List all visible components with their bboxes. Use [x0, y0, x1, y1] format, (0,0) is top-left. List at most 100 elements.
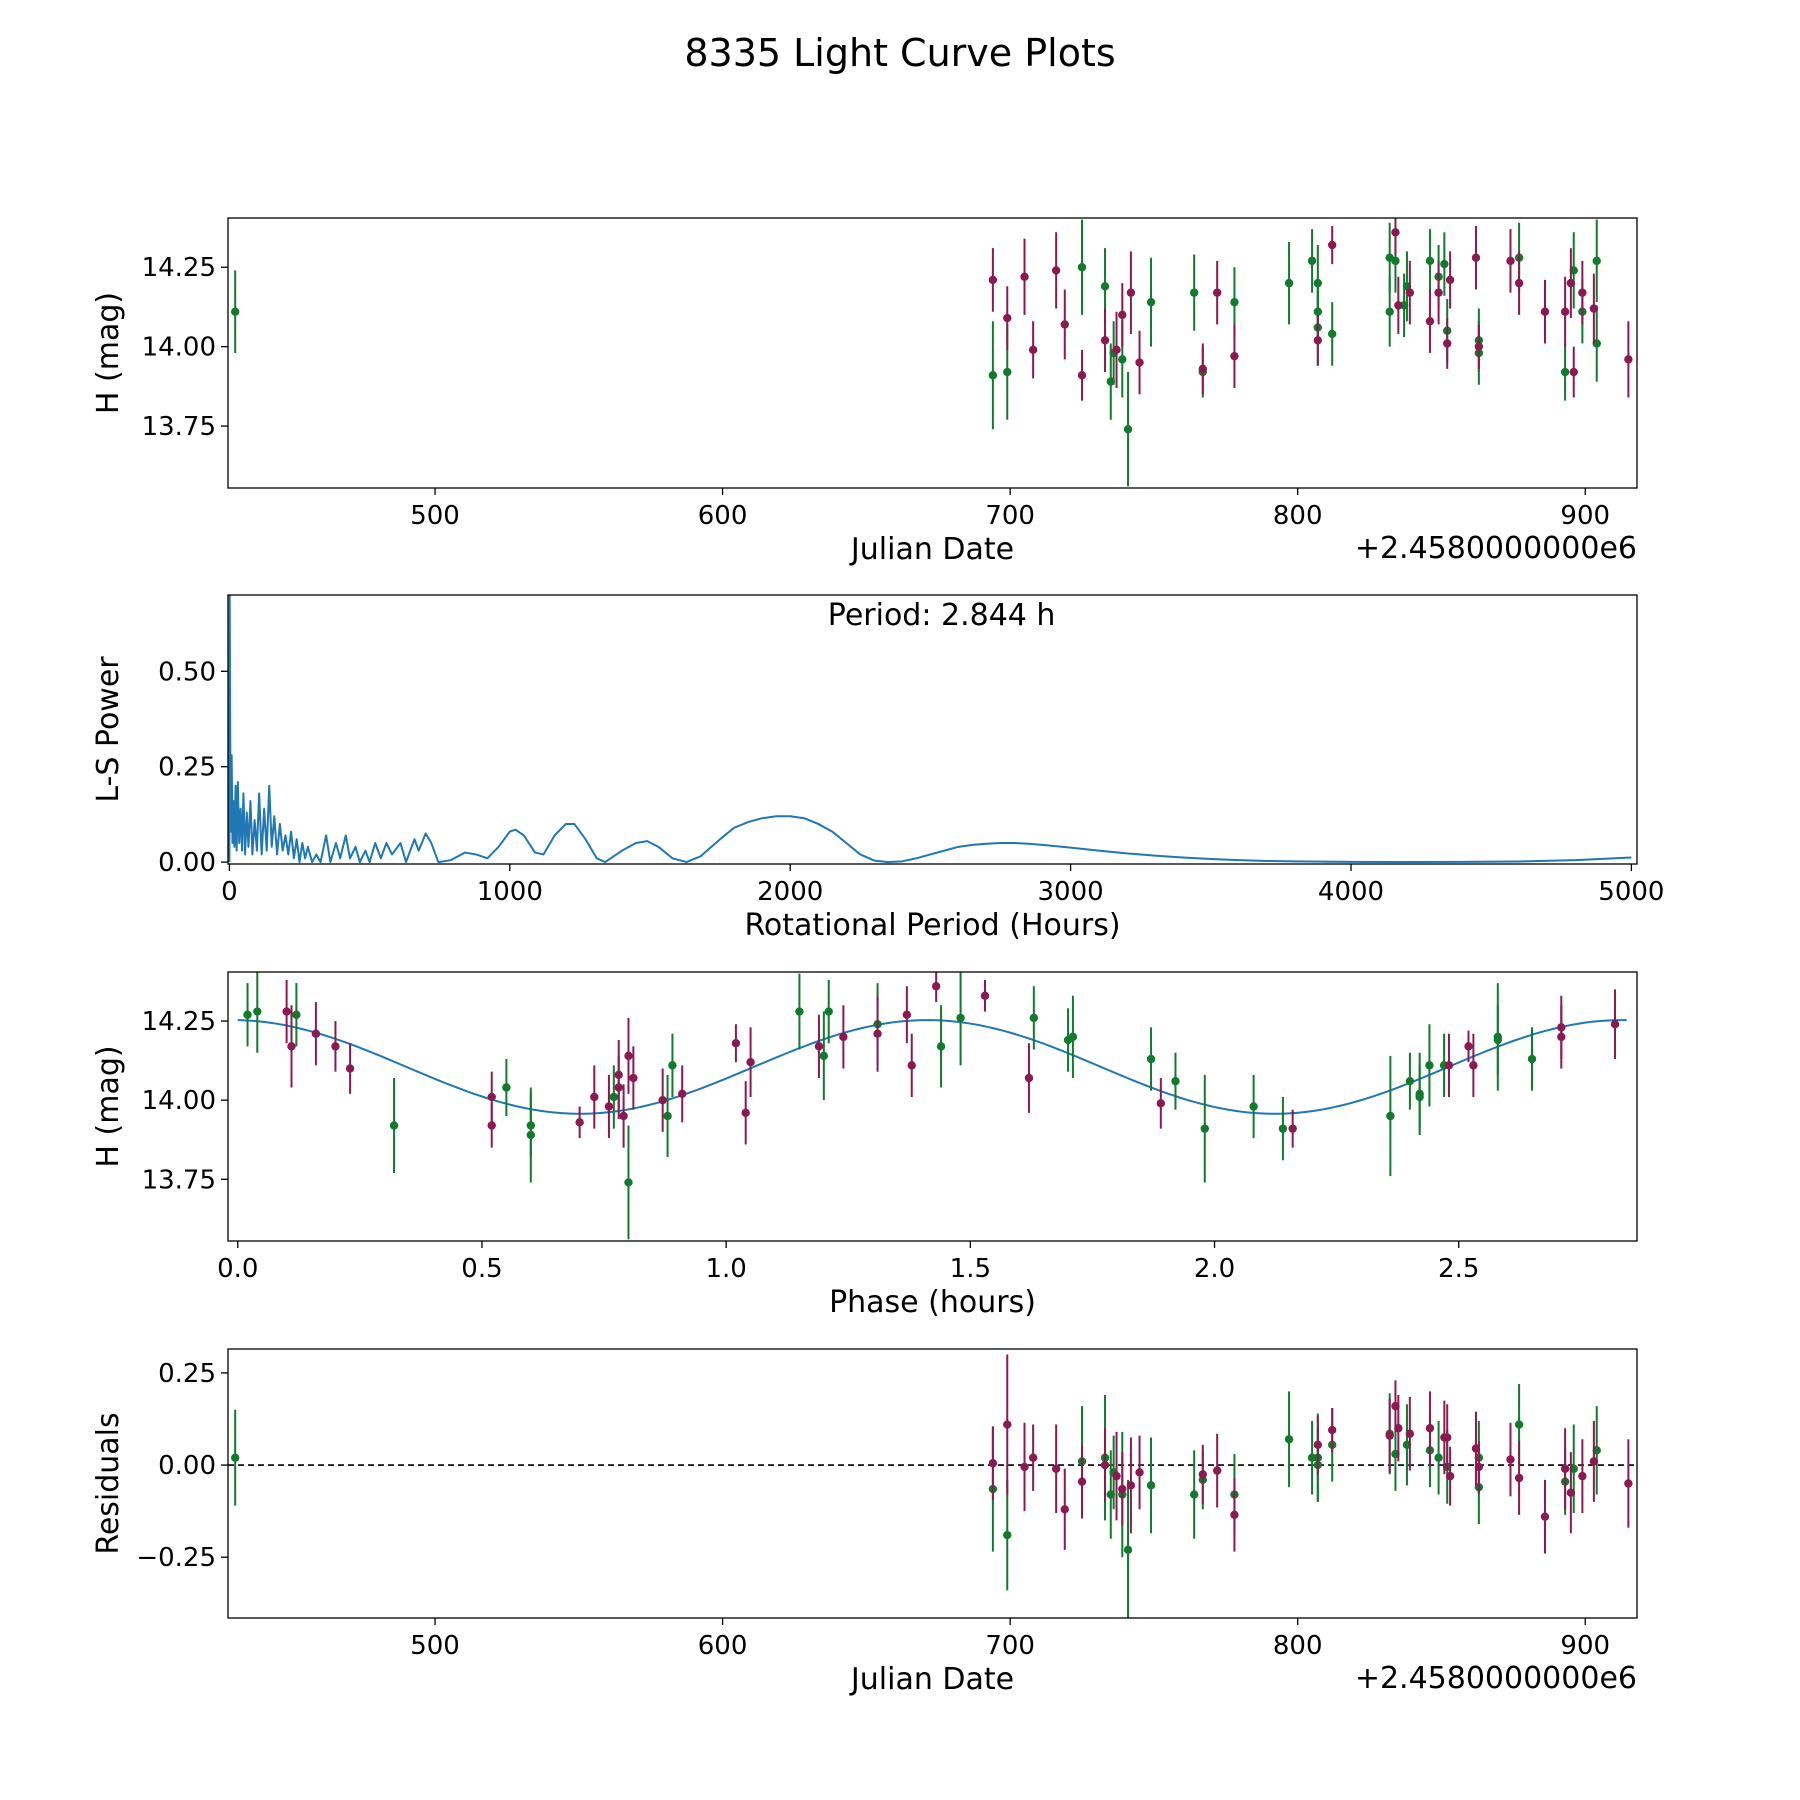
residuals-point-purple — [1198, 1470, 1207, 1479]
residuals-point-purple — [1135, 1468, 1144, 1477]
residuals-point-purple — [1624, 1479, 1633, 1488]
lightcurve-point-purple — [1391, 228, 1400, 237]
lightcurve-point-green — [1118, 355, 1127, 364]
lightcurve-point-purple — [1434, 288, 1443, 297]
phased-point-green — [956, 1013, 965, 1023]
phased-marks — [237, 972, 1627, 1240]
phased-point-purple — [1156, 1099, 1166, 1108]
lightcurve-point-purple — [1443, 339, 1452, 348]
residuals-marks — [228, 1354, 1637, 1618]
phased-point-purple — [590, 1092, 599, 1102]
figure-title: 8335 Light Curve Plots — [684, 31, 1115, 75]
phased-point-green — [526, 1121, 536, 1130]
periodogram-ytick-label: 0.50 — [158, 657, 216, 687]
lightcurve-point-purple — [1589, 304, 1599, 313]
residuals-point-green — [1189, 1490, 1199, 1499]
residuals-point-purple — [1540, 1512, 1550, 1521]
residuals-xtick-label: 700 — [985, 1631, 1035, 1661]
lightcurve-xtick-label: 900 — [1560, 501, 1610, 531]
lightcurve-point-purple — [1540, 307, 1550, 316]
periodogram-power-line — [228, 595, 1632, 864]
phased-xlabel: Phase (hours) — [829, 1285, 1036, 1320]
phased-point-purple — [575, 1118, 584, 1127]
periodogram-xtick-label: 0 — [221, 877, 238, 907]
lightcurve-point-purple — [1471, 253, 1481, 262]
residuals-point-purple — [1514, 1473, 1524, 1483]
residuals-point-purple — [1230, 1510, 1239, 1520]
lightcurve-point-purple — [1445, 275, 1455, 285]
phased-point-green — [1200, 1124, 1209, 1133]
lightcurve-point-purple — [1394, 301, 1403, 310]
lightcurve-marks — [230, 218, 1633, 487]
lightcurve-point-purple — [1624, 355, 1633, 364]
residuals-point-purple — [1589, 1457, 1599, 1466]
lightcurve-point-purple — [1230, 351, 1239, 361]
residuals-point-purple — [1051, 1464, 1061, 1473]
lightcurve-point-purple — [1569, 367, 1578, 377]
phased-point-green — [1425, 1061, 1434, 1070]
residuals-xlabel: Julian Date — [849, 1662, 1014, 1697]
phased-point-green — [795, 1007, 804, 1016]
residuals-point-green — [1434, 1453, 1443, 1462]
periodogram-ytick-label: 0.00 — [158, 848, 216, 878]
phased-ytick-label: 14.00 — [142, 1086, 216, 1116]
lightcurve-point-purple — [1100, 336, 1110, 345]
phased-point-green — [1249, 1102, 1258, 1111]
lightcurve-point-purple — [1198, 364, 1207, 374]
residuals-point-purple — [1394, 1424, 1403, 1433]
phased-point-purple — [1469, 1061, 1478, 1070]
lightcurve-xlabel: Julian Date — [849, 532, 1014, 567]
periodogram-ylabel: L-S Power — [91, 656, 126, 803]
lightcurve-point-purple — [1003, 313, 1012, 323]
residuals-point-purple — [1212, 1466, 1222, 1475]
lightcurve-point-green — [1307, 256, 1317, 266]
phased-point-purple — [624, 1051, 633, 1061]
residuals-panel: 500 600 700 800 900 −0.25 0.00 0.25 Julian Date R… — [91, 1348, 1638, 1697]
residuals-point-purple — [1474, 1462, 1484, 1472]
phased-point-green — [668, 1061, 677, 1070]
residuals-point-purple — [1443, 1433, 1452, 1442]
residuals-xtick-label: 900 — [1560, 1631, 1610, 1661]
phased-point-purple — [331, 1042, 340, 1051]
phased-point-green — [502, 1083, 511, 1092]
residuals-xtick-label: 600 — [698, 1631, 748, 1661]
phased-point-purple — [311, 1029, 321, 1038]
periodogram-marks — [228, 595, 1632, 864]
lightcurve-point-green — [1425, 256, 1435, 266]
phased-panel: 0.0 0.5 1.0 1.5 2.0 2.5 13.75 14.00 14.25 Phase (… — [91, 971, 1638, 1320]
lightcurve-point-purple — [1212, 288, 1222, 297]
lightcurve-point-green — [1327, 329, 1337, 339]
lightcurve-xtick-label: 600 — [698, 501, 748, 531]
lightcurve-xtick-label: 500 — [410, 501, 460, 531]
periodogram-xtick-label: 4000 — [1318, 877, 1384, 907]
residuals-point-purple — [1327, 1425, 1337, 1435]
periodogram-xtick-label: 1000 — [477, 877, 543, 907]
phased-point-purple — [629, 1073, 638, 1083]
lightcurve-x-offset: +2.4580000000e6 — [1355, 531, 1637, 566]
residuals-ylabel: Residuals — [91, 1412, 126, 1554]
residuals-x-offset: +2.4580000000e6 — [1355, 1661, 1637, 1696]
periodogram-xtick-label: 2000 — [757, 877, 823, 907]
residuals-ytick-label: −0.25 — [136, 1543, 216, 1573]
residuals-point-purple — [1566, 1488, 1576, 1497]
phased-point-green — [1405, 1076, 1415, 1086]
lightcurve-point-green — [1313, 278, 1323, 288]
lightcurve-ytick-label: 14.00 — [142, 333, 216, 363]
phased-point-green — [936, 1042, 946, 1051]
lightcurve-point-green — [1100, 282, 1110, 291]
residuals-point-purple — [1028, 1453, 1038, 1462]
residuals-ytick-label: 0.25 — [158, 1359, 216, 1389]
phased-xtick-label: 2.5 — [1438, 1254, 1479, 1284]
lightcurve-point-purple — [1405, 288, 1415, 297]
lightcurve-point-purple — [1051, 266, 1061, 275]
phased-xtick-label: 0.0 — [217, 1254, 258, 1284]
lightcurve-point-purple — [1077, 371, 1087, 380]
phased-ytick-label: 14.25 — [142, 1007, 216, 1037]
periodogram-ytick-label: 0.25 — [158, 753, 216, 783]
lightcurve-point-purple — [1112, 345, 1121, 355]
phased-xtick-label: 1.5 — [950, 1254, 991, 1284]
phased-point-purple — [1557, 1023, 1566, 1032]
phased-xtick-label: 0.5 — [461, 1254, 502, 1284]
periodogram-panel: 0 1000 2000 3000 4000 5000 0.00 0.25 0.50 Rotatio… — [91, 594, 1664, 943]
lightcurve-point-purple — [1506, 256, 1515, 266]
